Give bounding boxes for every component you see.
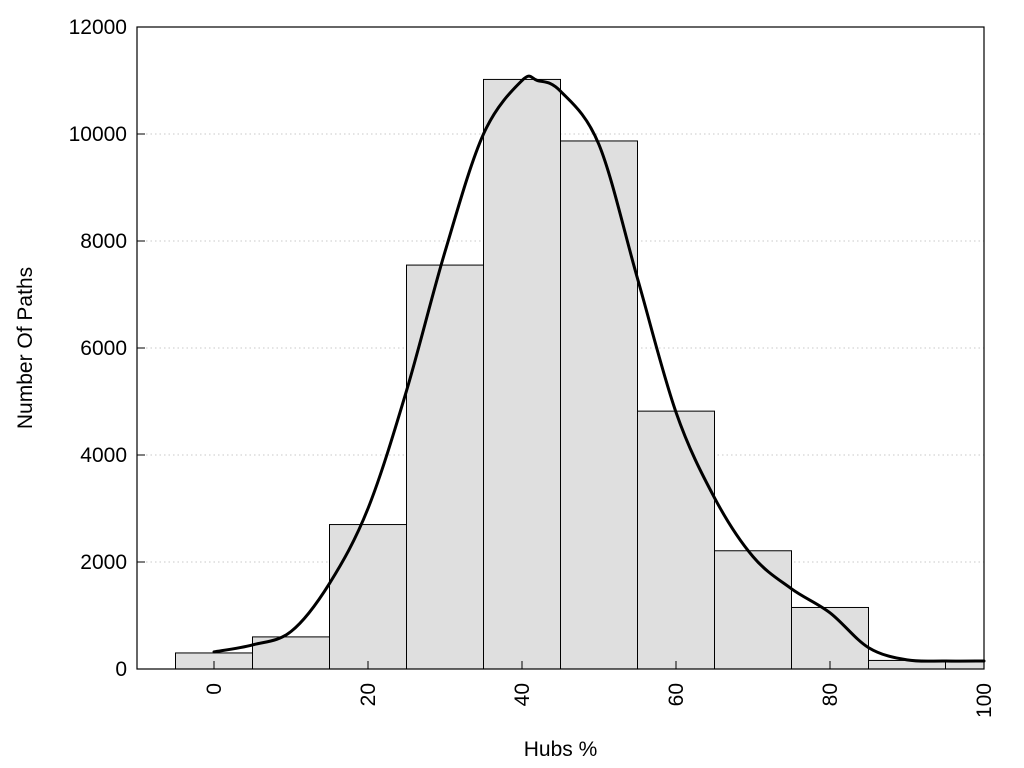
histogram-bar (714, 550, 792, 670)
y-tick-label: 12000 (69, 16, 127, 39)
y-axis-ticks: 0 2000 4000 6000 8000 10000 12000 (69, 16, 145, 681)
x-tick-label: 80 (819, 683, 842, 706)
histogram-bar (406, 264, 484, 670)
y-tick-label: 6000 (80, 337, 127, 360)
y-tick-label: 2000 (80, 551, 127, 574)
histogram-bar (560, 140, 638, 670)
density-line (212, 74, 986, 663)
x-axis-ticks: 0 20 40 60 80 100 (203, 661, 996, 718)
x-tick-label: 60 (665, 683, 688, 706)
bars (175, 78, 985, 670)
density-curve (212, 74, 986, 663)
histogram-bar (637, 410, 715, 670)
y-tick-label: 0 (115, 658, 127, 681)
y-axis-label: Number Of Paths (14, 267, 37, 429)
x-tick-label: 100 (973, 683, 996, 718)
histogram-bar (329, 524, 407, 670)
y-tick-label: 4000 (80, 444, 127, 467)
x-tick-label: 20 (357, 683, 380, 706)
x-axis-label: Hubs % (524, 738, 598, 761)
x-tick-label: 40 (511, 683, 534, 706)
y-tick-label: 8000 (80, 230, 127, 253)
x-tick-label: 0 (203, 683, 226, 695)
y-tick-label: 10000 (69, 123, 127, 146)
histogram-bar (483, 78, 561, 670)
